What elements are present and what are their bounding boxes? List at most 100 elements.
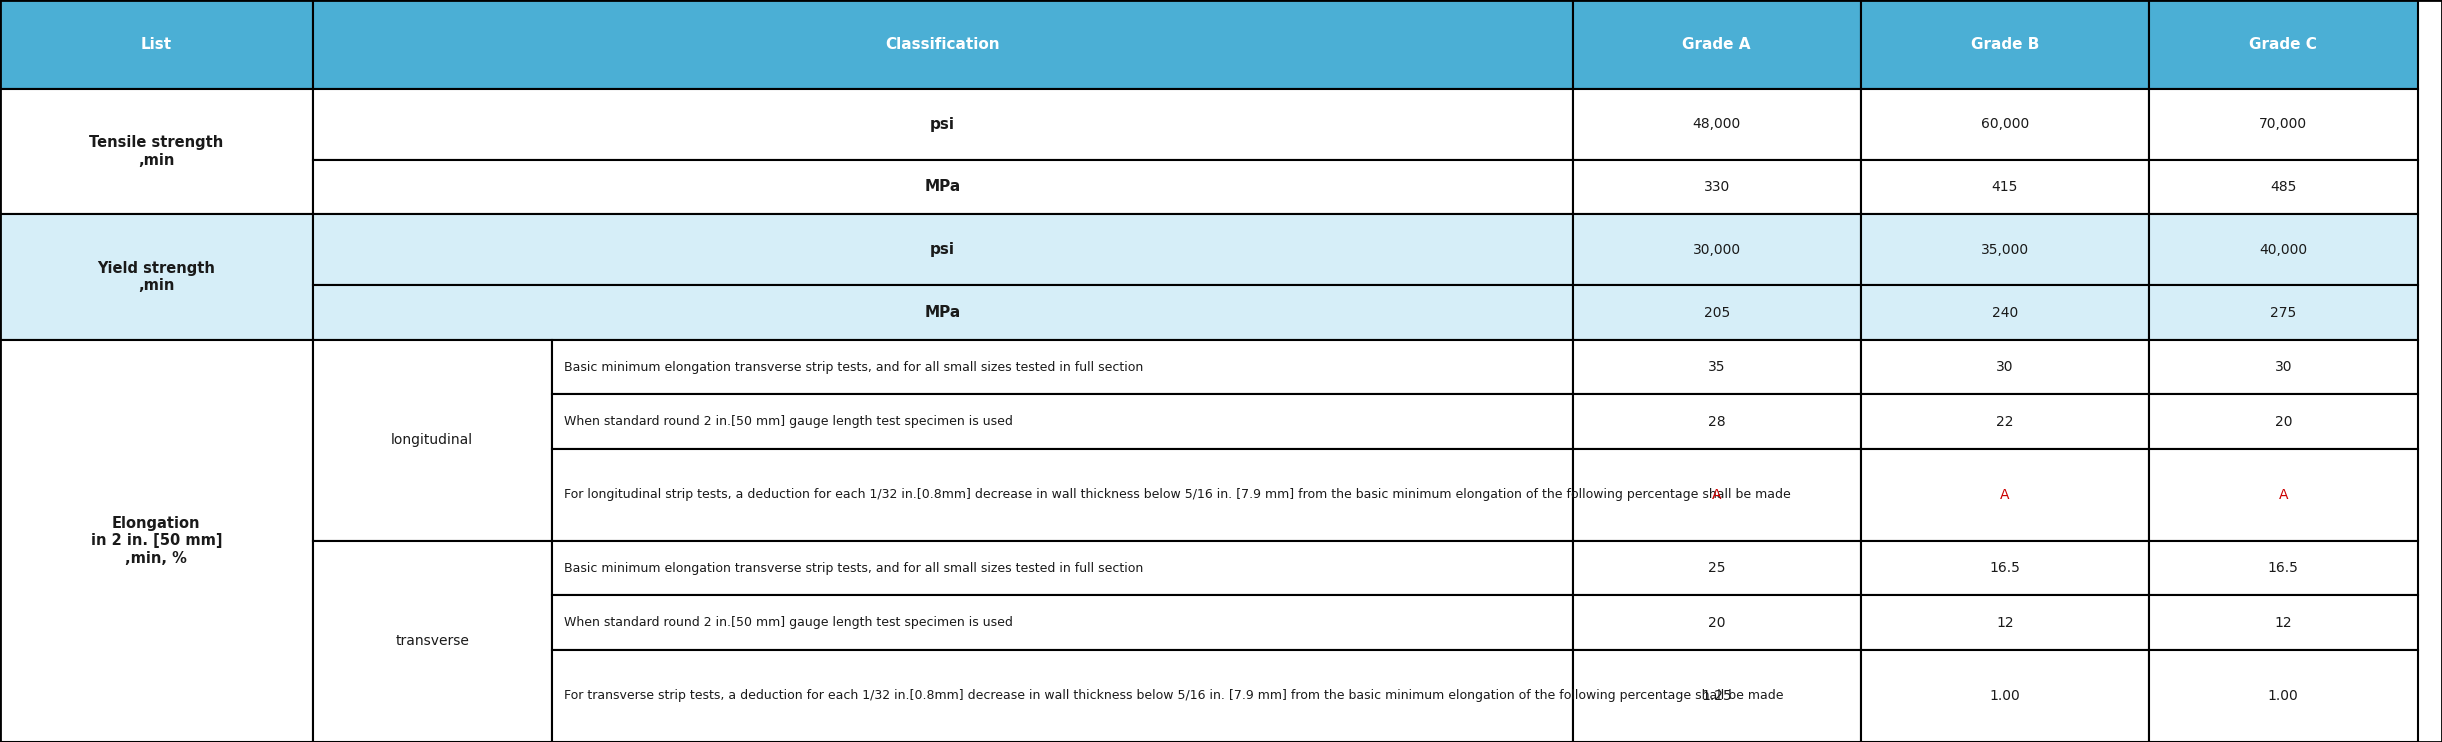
Text: Botop Steel: Botop Steel (1121, 382, 1223, 434)
Bar (2149, 285, 2418, 340)
Text: Grade B: Grade B (1971, 37, 2039, 52)
Text: When standard round 2 in.[50 mm] gauge length test specimen is used: When standard round 2 in.[50 mm] gauge l… (564, 415, 1013, 428)
Text: A: A (2278, 488, 2288, 502)
Bar (1573, 340, 1861, 394)
Bar (0, 340, 313, 742)
Text: 1.00: 1.00 (2269, 689, 2298, 703)
Text: For longitudinal strip tests, a deduction for each 1/32 in.[0.8mm] decrease in w: For longitudinal strip tests, a deductio… (564, 488, 1790, 502)
Text: Classification: Classification (886, 37, 999, 52)
Bar (1861, 650, 2149, 742)
Text: Yield strength
,min: Yield strength ,min (98, 261, 215, 293)
Text: transverse: transverse (396, 634, 469, 649)
Bar (2149, 340, 2418, 394)
Text: Botop Steel: Botop Steel (1121, 582, 1223, 634)
Bar (1861, 394, 2149, 449)
Text: 1.25: 1.25 (1702, 689, 1731, 703)
Text: 25: 25 (1707, 561, 1726, 575)
Bar (1861, 89, 2149, 160)
Text: 485: 485 (2271, 180, 2295, 194)
Bar (1861, 340, 2149, 394)
Text: 12: 12 (1995, 616, 2015, 630)
Bar (2149, 214, 2418, 285)
Bar (2149, 160, 2418, 214)
Bar (1573, 650, 1861, 742)
Text: Elongation
in 2 in. [50 mm]
,min, %: Elongation in 2 in. [50 mm] ,min, % (90, 516, 222, 566)
Text: A: A (2000, 488, 2010, 502)
Bar (2149, 0, 2418, 89)
Bar (2149, 449, 2418, 541)
Bar (1573, 285, 1861, 340)
Text: Grade C: Grade C (2249, 37, 2317, 52)
Text: psi: psi (930, 116, 955, 132)
Text: MPa: MPa (926, 180, 960, 194)
Bar (1573, 394, 1861, 449)
Text: Botop Steel: Botop Steel (1121, 137, 1223, 189)
Bar (2149, 541, 2418, 595)
Text: 35,000: 35,000 (1980, 243, 2029, 257)
Text: Grade A: Grade A (1683, 37, 1751, 52)
Bar (1573, 449, 1861, 541)
Text: longitudinal: longitudinal (391, 433, 474, 447)
Bar (0, 214, 313, 340)
Text: Botop Steel: Botop Steel (1780, 137, 1883, 189)
Bar (1573, 160, 1861, 214)
Text: 1.00: 1.00 (1990, 689, 2020, 703)
Bar (1861, 160, 2149, 214)
Bar (2149, 394, 2418, 449)
Text: 30: 30 (1995, 360, 2015, 374)
Bar (1861, 0, 2149, 89)
Bar (2149, 89, 2418, 160)
Text: Basic minimum elongation transverse strip tests, and for all small sizes tested : Basic minimum elongation transverse stri… (564, 562, 1143, 574)
Bar (1573, 89, 1861, 160)
Bar (552, 340, 1573, 394)
Bar (1573, 541, 1861, 595)
Text: Tensile strength
,min: Tensile strength ,min (90, 135, 222, 168)
Text: 48,000: 48,000 (1692, 117, 1741, 131)
Bar (313, 340, 552, 541)
Bar (552, 449, 1573, 541)
Bar (2149, 650, 2418, 742)
Bar (2149, 595, 2418, 650)
Text: 35: 35 (1707, 360, 1726, 374)
Text: Botop Steel: Botop Steel (1780, 582, 1883, 634)
Bar (1861, 449, 2149, 541)
Text: 60,000: 60,000 (1980, 117, 2029, 131)
Bar (1861, 595, 2149, 650)
Text: 20: 20 (1707, 616, 1726, 630)
Bar (1861, 541, 2149, 595)
Bar (1861, 285, 2149, 340)
Bar (552, 650, 1573, 742)
Text: Botop Steel: Botop Steel (1780, 382, 1883, 434)
Bar (313, 285, 1573, 340)
Bar (313, 160, 1573, 214)
Text: 330: 330 (1705, 180, 1729, 194)
Bar (552, 394, 1573, 449)
Text: When standard round 2 in.[50 mm] gauge length test specimen is used: When standard round 2 in.[50 mm] gauge l… (564, 616, 1013, 629)
Text: Botop Steel: Botop Steel (388, 582, 491, 634)
Bar (313, 214, 1573, 285)
Text: For transverse strip tests, a deduction for each 1/32 in.[0.8mm] decrease in wal: For transverse strip tests, a deduction … (564, 689, 1783, 703)
Bar (1573, 0, 1861, 89)
Text: 70,000: 70,000 (2259, 117, 2308, 131)
Text: 40,000: 40,000 (2259, 243, 2308, 257)
Bar (1861, 214, 2149, 285)
Text: 12: 12 (2274, 616, 2293, 630)
Text: 240: 240 (1993, 306, 2017, 320)
Bar (313, 89, 1573, 160)
Bar (552, 595, 1573, 650)
Bar (1573, 214, 1861, 285)
Text: 415: 415 (1993, 180, 2017, 194)
Text: 16.5: 16.5 (1990, 561, 2020, 575)
Text: 30,000: 30,000 (1692, 243, 1741, 257)
Text: MPa: MPa (926, 305, 960, 320)
Text: Botop Steel: Botop Steel (388, 137, 491, 189)
Text: 22: 22 (1995, 415, 2015, 429)
Text: 205: 205 (1705, 306, 1729, 320)
Text: Basic minimum elongation transverse strip tests, and for all small sizes tested : Basic minimum elongation transverse stri… (564, 361, 1143, 373)
Text: 30: 30 (2274, 360, 2293, 374)
Text: A: A (1712, 488, 1722, 502)
Text: Botop Steel: Botop Steel (388, 382, 491, 434)
Text: 275: 275 (2271, 306, 2295, 320)
Bar (0, 89, 313, 214)
Text: 16.5: 16.5 (2269, 561, 2298, 575)
